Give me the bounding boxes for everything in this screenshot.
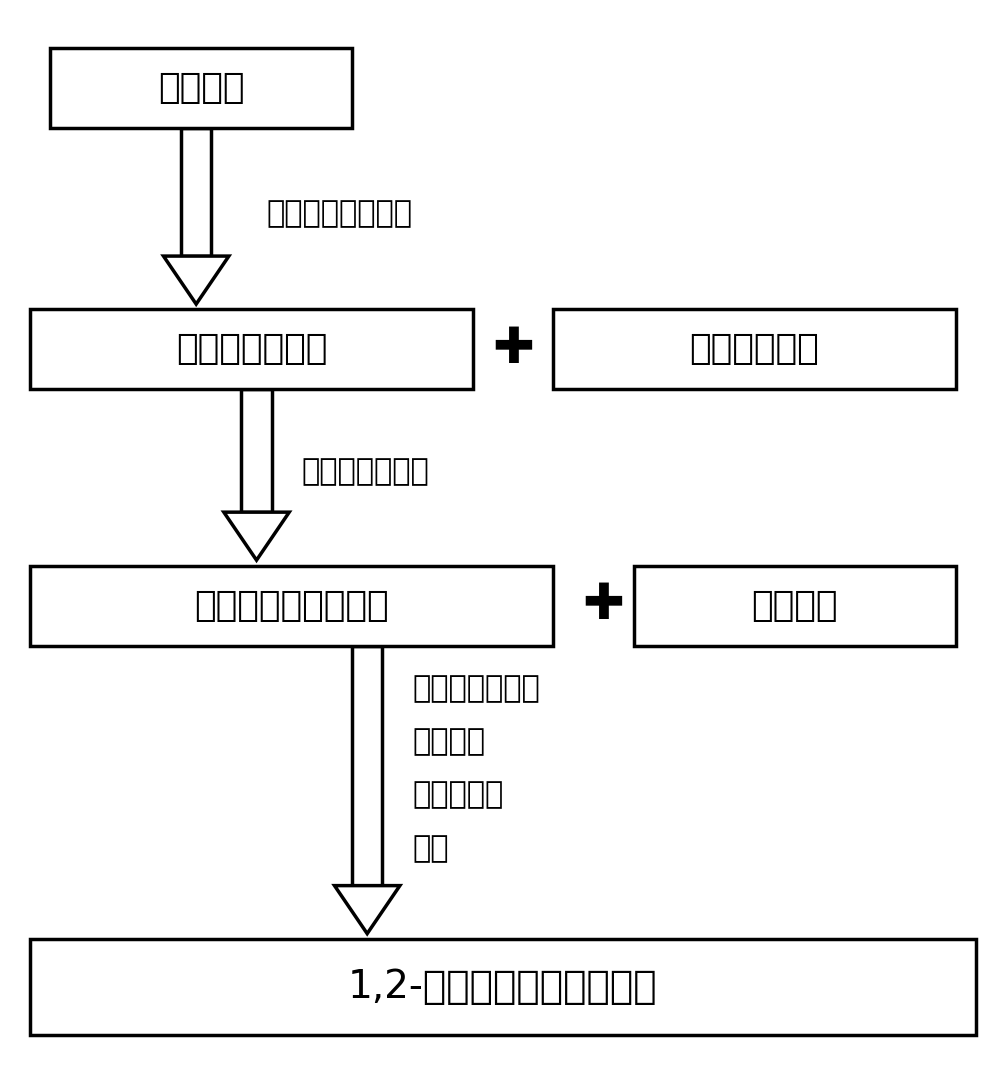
Polygon shape xyxy=(223,512,289,560)
Polygon shape xyxy=(241,389,272,512)
Text: ✚: ✚ xyxy=(582,582,625,628)
Text: 曝入二氧化碳气体: 曝入二氧化碳气体 xyxy=(267,198,412,228)
Text: 密封条件下搅拌: 密封条件下搅拌 xyxy=(302,457,430,487)
Text: 高温热分解: 高温热分解 xyxy=(412,780,504,810)
FancyBboxPatch shape xyxy=(50,48,352,128)
FancyBboxPatch shape xyxy=(30,939,976,1035)
Text: 含铬废液: 含铬废液 xyxy=(158,71,244,105)
Polygon shape xyxy=(163,256,228,304)
Text: 密封条件下搅拌: 密封条件下搅拌 xyxy=(412,673,540,703)
Text: 碳酸亚铁粉末: 碳酸亚铁粉末 xyxy=(690,333,819,366)
Polygon shape xyxy=(334,886,399,934)
Text: 碳酸化含铬废液: 碳酸化含铬废液 xyxy=(176,333,327,366)
Text: ✚: ✚ xyxy=(492,325,534,372)
FancyBboxPatch shape xyxy=(30,309,473,389)
Text: 氢氧化钙: 氢氧化钙 xyxy=(751,589,838,622)
FancyBboxPatch shape xyxy=(634,566,956,646)
Text: 研磨: 研磨 xyxy=(412,833,449,863)
Text: 1,2-二氯苯废气去除催化剂: 1,2-二氯苯废气去除催化剂 xyxy=(348,968,658,1006)
FancyBboxPatch shape xyxy=(30,566,553,646)
Text: 固液分离: 固液分离 xyxy=(412,727,486,757)
Text: 还原碳酸化含铬废液: 还原碳酸化含铬废液 xyxy=(194,589,389,622)
Polygon shape xyxy=(181,128,211,256)
Polygon shape xyxy=(352,646,382,886)
FancyBboxPatch shape xyxy=(553,309,956,389)
